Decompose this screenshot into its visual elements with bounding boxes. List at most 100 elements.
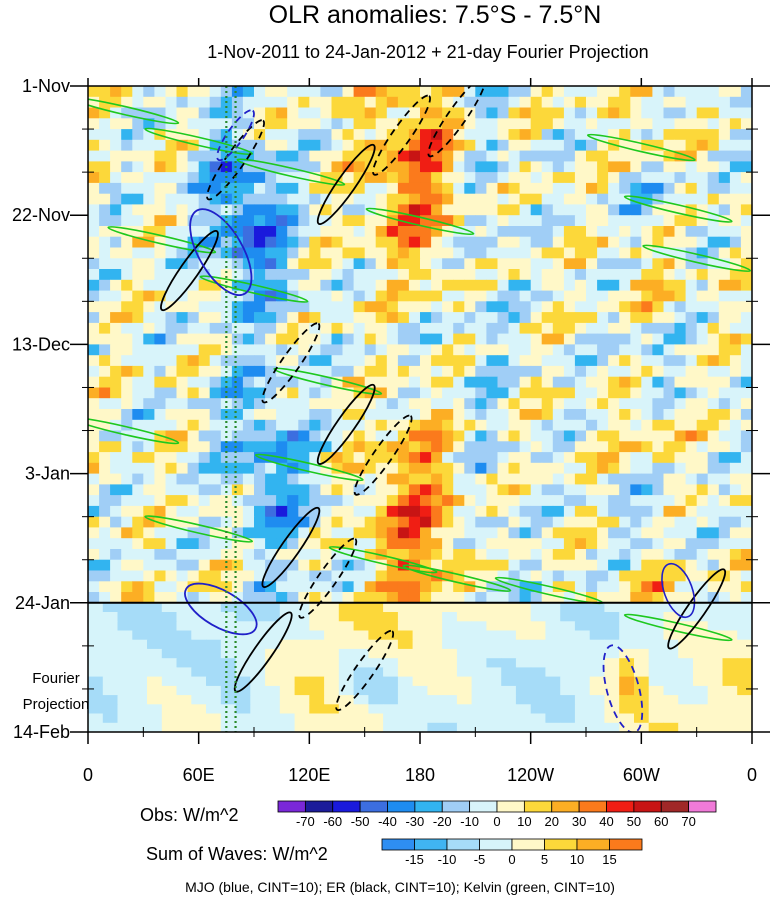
obs-cell — [154, 269, 166, 281]
obs-cell — [707, 409, 720, 421]
obs-cell — [519, 570, 532, 582]
obs-cell — [552, 452, 565, 464]
obs-cell — [641, 505, 653, 518]
obs-cell — [331, 549, 343, 561]
obs-cell — [641, 473, 653, 485]
projection-cell — [693, 685, 709, 696]
projection-cell — [501, 704, 517, 714]
projection-cell — [442, 722, 458, 732]
obs-cell — [563, 441, 576, 453]
obs-cell — [209, 441, 222, 453]
obs-cell — [331, 516, 343, 528]
projection-cell — [368, 713, 384, 724]
obs-cell — [508, 419, 520, 431]
colorbar-level-label: 15 — [602, 852, 616, 867]
obs-cell — [110, 279, 122, 291]
projection-cell — [412, 630, 428, 641]
obs-cell — [176, 86, 188, 98]
obs-cell — [309, 258, 321, 270]
obs-cell — [740, 129, 752, 141]
obs-cell — [375, 538, 388, 550]
obs-cell — [353, 193, 366, 205]
obs-cell — [265, 86, 277, 98]
obs-cell — [597, 430, 609, 442]
obs-cell — [707, 161, 720, 173]
obs-cell — [110, 452, 122, 464]
obs-cell — [486, 247, 498, 259]
obs-cell — [265, 269, 277, 281]
obs-cell — [88, 161, 100, 173]
obs-cell — [740, 355, 752, 367]
obs-cell — [674, 376, 686, 388]
obs-cell — [630, 462, 642, 474]
obs-cell — [619, 118, 631, 130]
obs-cell — [88, 312, 100, 324]
obs-cell — [519, 592, 532, 604]
projection-cell — [235, 648, 251, 659]
projection-cell — [634, 722, 650, 732]
projection-cell — [88, 630, 104, 641]
obs-cell — [541, 269, 554, 281]
obs-cell — [254, 505, 266, 518]
obs-cell — [453, 204, 465, 216]
obs-cell — [707, 236, 720, 248]
obs-cell — [110, 129, 122, 141]
projection-cell — [294, 722, 310, 732]
colorbar-swatch — [446, 838, 480, 851]
obs-cell — [420, 129, 432, 141]
obs-cell — [88, 193, 100, 205]
projection-cell — [707, 602, 723, 613]
obs-cell — [652, 139, 664, 151]
obs-cell — [176, 387, 188, 399]
obs-cell — [574, 193, 587, 205]
obs-cell — [530, 355, 543, 367]
obs-cell — [342, 484, 354, 496]
obs-cell — [597, 290, 609, 302]
obs-cell — [574, 333, 587, 345]
obs-cell — [397, 312, 410, 324]
obs-cell — [121, 226, 133, 238]
projection-cell — [117, 676, 133, 687]
obs-cell — [331, 215, 343, 227]
obs-cell — [320, 226, 332, 238]
obs-cell — [209, 107, 222, 119]
obs-cell — [110, 139, 122, 151]
obs-cell — [652, 107, 664, 119]
obs-cell — [729, 322, 742, 335]
obs-cell — [309, 172, 321, 184]
obs-cell — [707, 527, 720, 539]
obs-cell — [386, 182, 399, 195]
obs-cell — [298, 387, 310, 399]
obs-cell — [176, 398, 188, 410]
obs-cell — [254, 592, 266, 604]
obs-cell — [630, 430, 642, 442]
obs-cell — [519, 441, 532, 453]
projection-cell — [678, 713, 694, 724]
obs-cell — [597, 538, 609, 550]
projection-cell — [456, 621, 473, 631]
obs-cell — [265, 193, 277, 205]
obs-cell — [242, 355, 255, 367]
obs-cell — [397, 365, 410, 378]
er-contour — [261, 322, 321, 404]
obs-cell — [630, 258, 642, 270]
x-tick-label: 120W — [507, 765, 554, 785]
colorbar-level-label: 10 — [570, 852, 584, 867]
obs-cell — [608, 473, 620, 485]
obs-cell — [88, 365, 100, 378]
obs-cell — [176, 473, 188, 485]
obs-cell — [231, 204, 244, 216]
obs-cell — [121, 193, 133, 205]
obs-cell — [641, 236, 653, 248]
obs-cell — [707, 365, 720, 378]
obs-cell — [342, 495, 354, 507]
obs-cell — [696, 312, 709, 324]
obs-cell — [464, 527, 476, 539]
obs-cell — [508, 516, 520, 528]
obs-cell — [198, 462, 211, 474]
obs-cell — [209, 172, 222, 184]
obs-cell — [464, 129, 476, 141]
projection-cell — [294, 621, 310, 631]
obs-cell — [231, 96, 244, 108]
obs-cell — [420, 516, 432, 528]
